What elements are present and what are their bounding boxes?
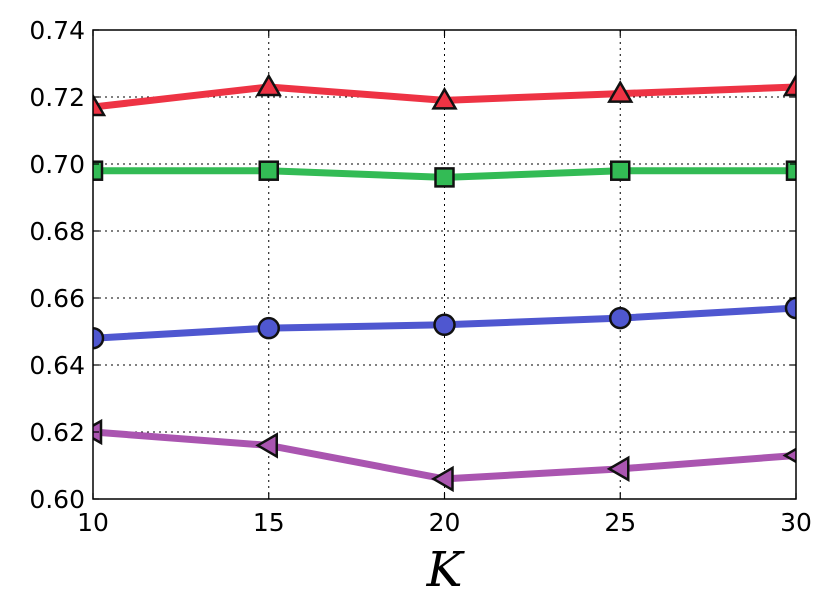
series-layer bbox=[93, 73, 796, 493]
y-tick-label: 0.62 bbox=[29, 418, 85, 447]
series-square bbox=[93, 160, 796, 188]
y-tick-label: 0.74 bbox=[29, 16, 85, 45]
data-point bbox=[258, 160, 279, 181]
data-point bbox=[434, 167, 455, 188]
data-point bbox=[785, 160, 796, 181]
data-point bbox=[607, 80, 634, 103]
x-tick-label: 15 bbox=[253, 508, 285, 537]
data-point bbox=[93, 93, 107, 117]
x-tick-label: 30 bbox=[780, 508, 812, 537]
data-point bbox=[93, 326, 105, 350]
y-tick-label: 0.68 bbox=[29, 217, 85, 246]
series-triangle-left bbox=[93, 418, 796, 493]
data-point bbox=[431, 465, 454, 493]
y-tick-label: 0.60 bbox=[29, 485, 85, 514]
y-tick-label: 0.66 bbox=[29, 284, 85, 313]
y-tick-label: 0.64 bbox=[29, 351, 85, 380]
data-point bbox=[93, 160, 104, 181]
data-point bbox=[431, 86, 458, 110]
series-triangle-up bbox=[93, 73, 796, 117]
series-circle bbox=[93, 296, 796, 350]
data-point bbox=[782, 447, 796, 464]
x-tick-label: 25 bbox=[604, 508, 636, 537]
data-point bbox=[782, 73, 796, 97]
data-point bbox=[784, 296, 796, 320]
data-point bbox=[609, 306, 632, 330]
data-point bbox=[255, 432, 278, 459]
tick-labels: 10 15 20 25 30 0.60 0.62 0.64 0.66 0.68 0.70 0.72 0.… bbox=[29, 16, 812, 537]
y-tick-label: 0.72 bbox=[29, 83, 85, 112]
x-tick-label: 20 bbox=[429, 508, 461, 537]
data-point bbox=[257, 316, 280, 340]
x-axis-label: K bbox=[426, 542, 466, 598]
data-point bbox=[610, 160, 631, 181]
x-tick-label: 10 bbox=[77, 508, 109, 537]
y-tick-label: 0.70 bbox=[29, 150, 85, 179]
data-point bbox=[433, 313, 456, 337]
data-point bbox=[606, 455, 630, 483]
data-point bbox=[255, 73, 282, 97]
axes bbox=[92, 29, 797, 500]
